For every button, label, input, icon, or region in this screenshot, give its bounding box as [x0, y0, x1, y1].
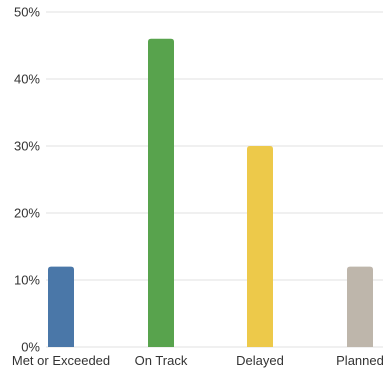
bar-delayed [247, 146, 273, 347]
gridlines [46, 11, 383, 348]
y-tick-label: 40% [14, 72, 40, 87]
y-tick-label: 20% [14, 206, 40, 221]
x-axis-labels: Met or Exceeded On Track Delayed Planned [12, 353, 384, 368]
y-tick-label: 50% [14, 5, 40, 20]
bar-on-track [148, 38, 174, 348]
bar-planned [347, 266, 373, 347]
x-category-label: Delayed [236, 353, 284, 368]
x-category-label: Planned [336, 353, 384, 368]
bar-met-or-exceeded [48, 266, 74, 347]
y-tick-label: 30% [14, 139, 40, 154]
y-axis-ticks: 0% 10% 20% 30% 40% 50% [14, 5, 40, 355]
y-tick-label: 10% [14, 273, 40, 288]
x-category-label: On Track [135, 353, 188, 368]
x-category-label: Met or Exceeded [12, 353, 110, 368]
y-tick-label: 0% [21, 340, 40, 355]
bars [48, 38, 373, 348]
